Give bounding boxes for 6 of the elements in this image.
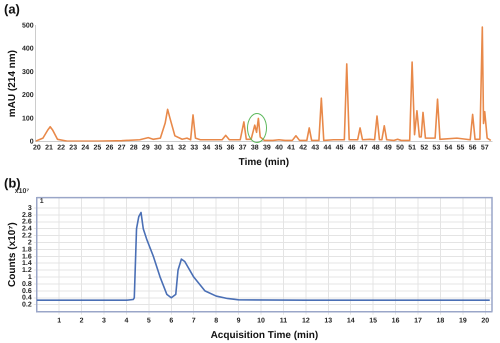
chart-title: (b) [4,175,21,190]
chart-title: (a) [4,1,20,16]
x-axis-title: Time (min) [238,156,290,168]
x-axis-title: Acquisition Time (min) [210,330,318,341]
y-axis-title: mAU (214 nm) [6,50,18,118]
y-axis-title: Counts (x10⁷) [6,222,18,287]
